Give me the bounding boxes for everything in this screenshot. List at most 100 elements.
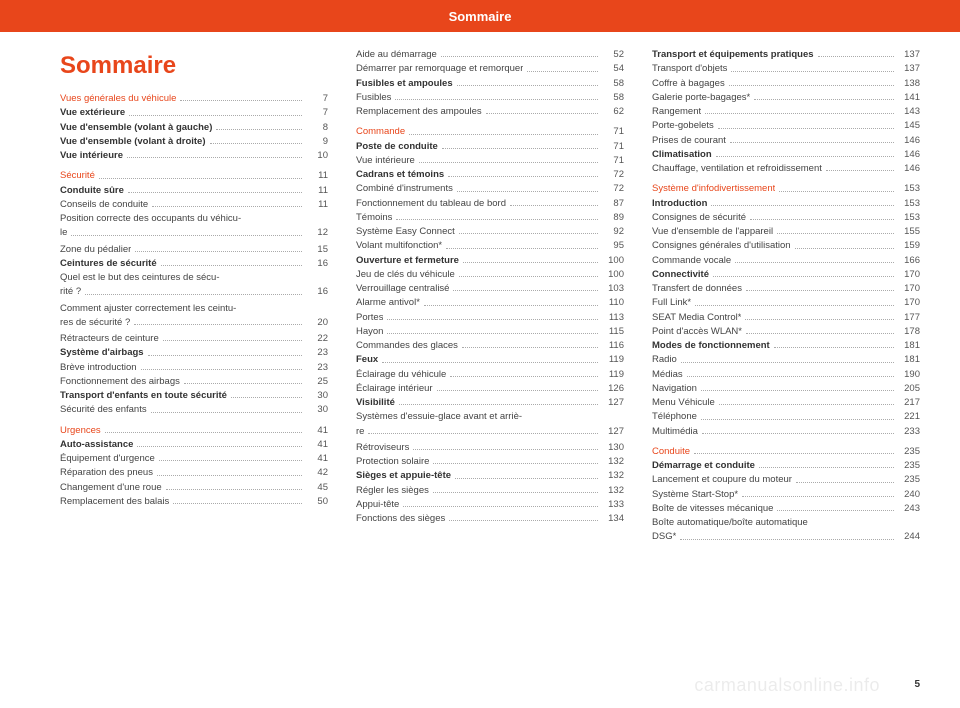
toc-section-label: Sécurité [60,169,95,183]
toc-dots [441,56,598,57]
toc-page: 52 [602,48,624,62]
toc-page: 143 [898,105,920,119]
toc-dots [746,290,894,291]
toc-row: Système d'infodivertissement153 [652,182,920,196]
toc-dots [166,489,302,490]
toc-section-label: Système d'infodivertissement [652,182,775,196]
toc-row: Protection solaire 132 [356,455,624,469]
toc-page: 138 [898,77,920,91]
toc-row: Verrouillage centralisé103 [356,282,624,296]
toc-dots [210,143,303,144]
toc-label: Porte-gobelets [652,119,714,133]
toc-label: Verrouillage centralisé [356,282,449,296]
toc-dots [231,397,302,398]
toc-column-3: Transport et équipements pratiques137Tra… [652,48,920,547]
toc-dots [161,265,302,266]
toc-page: 11 [306,169,328,183]
toc-dots [159,460,302,461]
toc-label: Éclairage du véhicule [356,368,446,382]
toc-label: Jeu de clés du véhicule [356,268,455,282]
toc-page: 178 [898,325,920,339]
toc-label: Transport et équipements pratiques [652,48,814,62]
toc-row: Régler les sièges132 [356,484,624,498]
toc-row: Vue extérieure7 [60,106,328,120]
toc-dots [742,496,894,497]
toc-label: Hayon [356,325,383,339]
toc-dots [463,262,598,263]
toc-section-label: Conduite [652,445,690,459]
toc-page: 9 [306,135,328,149]
toc-dots [453,290,598,291]
toc-dots [127,157,302,158]
toc-label: Zone du pédalier [60,243,131,257]
toc-page: 41 [306,438,328,452]
toc-label: Système Easy Connect [356,225,455,239]
toc-page: 54 [602,62,624,76]
toc-page: 113 [602,311,624,325]
toc-label: Portes [356,311,383,325]
toc-row: Sièges et appuie-tête132 [356,469,624,483]
toc-row: Visibilité127 [356,396,624,410]
toc-page: 170 [898,282,920,296]
header-title: Sommaire [449,9,512,24]
toc-label: Lancement et coupure du moteur [652,473,792,487]
toc-dots [85,294,302,295]
toc-row: Remplacement des balais50 [60,495,328,509]
toc-label: Connectivité [652,268,709,282]
toc-page: 23 [306,346,328,360]
toc-section-label: Commande [356,125,405,139]
toc-label: Boîte automatique/boîte automatique [652,516,920,530]
toc-page: 132 [602,455,624,469]
toc-label: Fusibles [356,91,391,105]
toc-row: Position correcte des occupants du véhic… [60,212,328,241]
toc-dots [419,162,598,163]
toc-row: Consignes de sécurité153 [652,211,920,225]
toc-label: Transport d'enfants en toute sécurité [60,389,227,403]
toc-page: 153 [898,211,920,225]
toc-row: Aide au démarrage52 [356,48,624,62]
toc-row: Vue d'ensemble de l'appareil155 [652,225,920,239]
toc-row: Full Link*170 [652,296,920,310]
toc-section-label: Urgences [60,424,101,438]
toc-page: 116 [602,339,624,353]
toc-label: Climatisation [652,148,712,162]
toc-row: SEAT Media Control*177 [652,311,920,325]
toc-dots [433,463,598,464]
toc-dots [448,176,598,177]
toc-row: Vue intérieure10 [60,149,328,163]
toc-dots [527,71,598,72]
toc-dots [450,376,598,377]
toc-row: Vues générales du véhicule7 [60,92,328,106]
toc-row: Équipement d'urgence41 [60,452,328,466]
toc-label: Rétracteurs de ceinture [60,332,159,346]
toc-page: 146 [898,148,920,162]
toc-row: Réparation des pneus42 [60,466,328,480]
toc-page: 42 [306,466,328,480]
toc-label: Protection solaire [356,455,429,469]
toc-label: Remplacement des ampoules [356,105,482,119]
toc-dots [184,383,302,384]
toc-label: DSG* [652,530,676,544]
toc-page: 243 [898,502,920,516]
toc-dots [99,178,302,179]
toc-label: Boîte de vitesses mécanique [652,502,773,516]
toc-page: 58 [602,77,624,91]
toc-row: Éclairage du véhicule119 [356,368,624,382]
toc-label: Rétroviseurs [356,441,409,455]
toc-page: 11 [306,198,328,212]
toc-row: Vue d'ensemble (volant à droite)9 [60,135,328,149]
toc-label: Multimédia [652,425,698,439]
toc-dots [399,404,598,405]
toc-row: Rétroviseurs 130 [356,441,624,455]
toc-row: Démarrage et conduite235 [652,459,920,473]
toc-page: 130 [602,441,624,455]
toc-row: Point d'accès WLAN*178 [652,325,920,339]
toc-page: 15 [306,243,328,257]
toc-dots [409,134,598,135]
toc-row: Rétracteurs de ceinture22 [60,332,328,346]
toc-dots [180,100,302,101]
toc-row: Zone du pédalier 15 [60,243,328,257]
toc-page: 41 [306,424,328,438]
toc-dots [382,362,598,363]
toc-dots [141,369,302,370]
